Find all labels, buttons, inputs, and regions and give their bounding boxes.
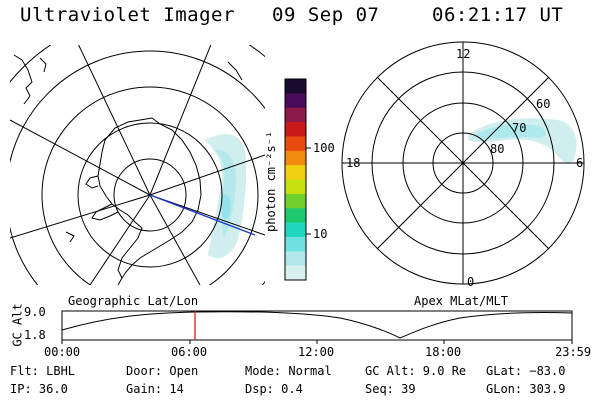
info-glat: GLat: −83.0 [486,364,566,378]
apex-map [341,41,585,285]
alt-tick-1-8: 1.8 [24,328,46,342]
geographic-map [10,45,265,285]
satellite-track [149,194,256,236]
mlt-label-6: 6 [576,156,584,170]
colorbar-band [285,136,306,152]
colorbar-band [285,179,306,195]
alt-xtick-2359: 23:59 [555,345,592,359]
info-seq: Seq: 39 [365,382,416,396]
mlt-label-18: 18 [346,156,361,170]
uv-emission-geo [205,134,247,259]
uv-emission-apex [468,118,577,163]
colorbar-band [285,208,306,224]
app-title: Ultraviolet Imager [20,4,235,26]
colorbar-band [285,122,306,137]
apex-map-caption: Apex MLat/MLT [414,294,508,308]
colorbar-band [285,79,306,94]
alt-plot-ylabel: GC Alt [10,303,25,347]
info-door: Door: Open [126,364,199,378]
colorbar-band [285,251,306,267]
colorbar-band [285,222,306,238]
info-flt: Flt: LBHL [10,364,76,378]
mlt-label-12: 12 [456,47,471,61]
colorbar-band [285,165,306,180]
date-label: 09 Sep 07 [272,4,380,26]
colorbar-band [285,236,306,252]
alt-xtick-1800: 18:00 [425,345,462,359]
apex-lat-80: 80 [490,142,505,156]
geo-map-caption: Geographic Lat/Lon [68,294,199,308]
lat-circle-60 [41,86,259,285]
colorbar-tick-100: 100 [313,141,335,155]
colorbar-tick-10: 10 [313,227,328,241]
lat-circle-40 [10,45,265,83]
apex-lat-60: 60 [536,97,551,111]
colorbar [285,79,306,281]
lat-circle-50 [10,50,265,285]
lat-circle-70 [77,122,223,268]
info-dsp: Dsp: 0.4 [245,382,303,396]
colorbar-band [285,93,306,109]
time-label: 06:21:17 UT [432,4,564,26]
info-mode: Mode: Normal [245,364,332,378]
alt-xtick-1200: 12:00 [298,345,335,359]
info-ip: IP: 36.0 [10,382,68,396]
colorbar-band [285,193,306,209]
lat-circle-80 [113,158,187,232]
info-gain: Gain: 14 [126,382,184,396]
alt-xtick-0600: 06:00 [171,345,208,359]
colorbar-unit-label: photon cm⁻²s⁻¹ [264,130,278,232]
colorbar-band [285,107,306,123]
colorbar-band [285,265,306,281]
info-glon: GLon: 303.9 [486,382,566,396]
alt-xtick-0000: 00:00 [44,345,81,359]
apex-lat-70: 70 [512,121,527,135]
altitude-plot [61,310,573,344]
alt-tick-9: 9.0 [24,305,46,319]
colorbar-band [285,150,306,166]
info-gcalt: GC Alt: 9.0 Re [365,364,467,378]
mlt-label-0: 0 [467,275,475,289]
altitude-curve [61,311,573,339]
